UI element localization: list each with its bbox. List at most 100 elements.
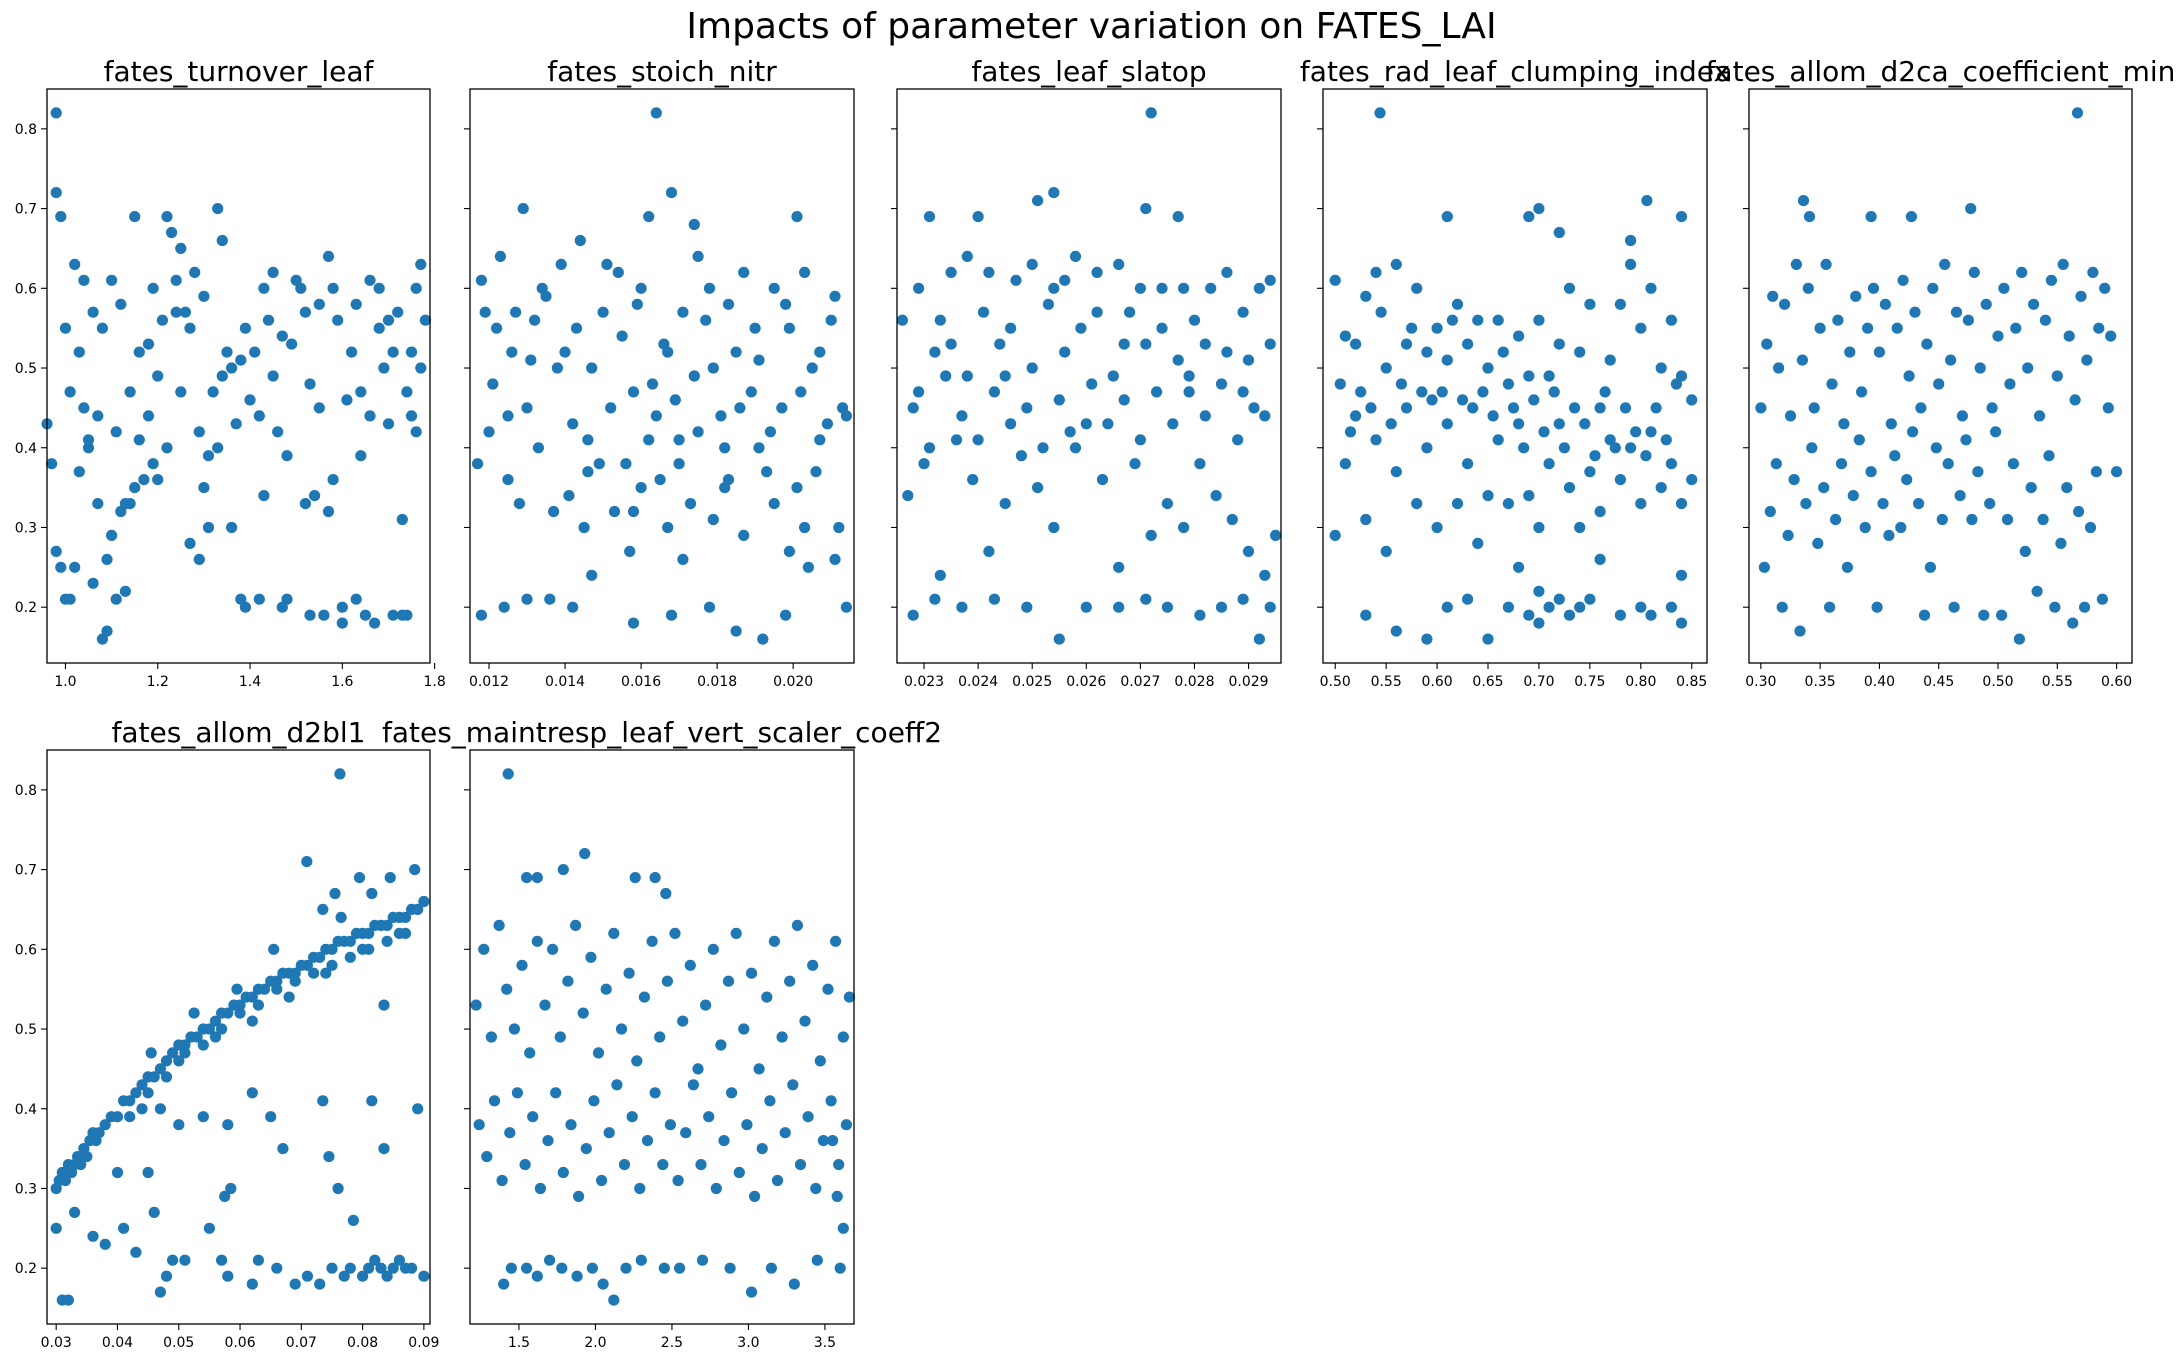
data-point [1862,322,1874,334]
data-point [167,1254,179,1266]
data-point [1015,450,1027,462]
data-point [1091,266,1103,278]
data-point [1939,258,1951,270]
data-point [1482,633,1494,645]
data-point [2071,107,2084,119]
subplot-title: fates_stoich_nitr [547,55,777,88]
data-point [707,943,719,955]
data-point [586,1262,599,1274]
data-point [665,187,678,199]
data-point [1441,601,1453,613]
data-point [627,505,640,518]
data-point [1867,282,1880,294]
x-tick-label: 0.04 [102,1335,133,1351]
data-point [322,505,335,518]
data-point [1421,442,1433,454]
data-point [1614,474,1626,486]
data-point [1032,482,1044,494]
data-point [475,609,487,621]
data-point [1788,474,1800,486]
data-point [1151,386,1163,398]
data-point [794,1159,807,1171]
data-point [2055,537,2067,550]
data-point [983,545,995,558]
data-point [695,1159,707,1171]
x-tick-label: 0.06 [224,1335,255,1351]
data-point [1441,418,1453,430]
data-point [1355,386,1367,398]
data-point [75,1159,87,1171]
data-point [567,601,579,613]
data-point [1096,474,1109,486]
data-point [412,1103,424,1115]
data-point [1172,354,1184,366]
data-point [665,609,678,621]
data-point [650,107,662,119]
axes-frame [46,749,431,1325]
subplot-2: fates_stoich_nitr 0.012 0.014 0.016 0.018 0.0… [464,55,855,690]
data-point [405,346,418,358]
data-point [521,593,533,605]
x-tick-label: 1.2 [147,674,169,690]
data-point [189,266,201,278]
data-point [1264,338,1276,350]
data-point [396,513,408,526]
x-tick-label: 0.85 [1676,674,1707,690]
y-tick-label: 0.7 [15,863,37,879]
data-point [780,298,792,310]
data-point [660,887,672,900]
data-point [505,1262,517,1274]
data-point [364,410,376,422]
data-point [314,951,326,963]
data-point [799,1015,811,1027]
data-point [1334,378,1346,390]
data-point [1380,545,1392,558]
data-point [631,1055,643,1067]
data-point [559,346,571,358]
data-point [1856,386,1868,398]
data-point [730,346,742,358]
subplot-5: fates_allom_d2ca_coefficient_min 0.30 0.35… [1706,55,2176,690]
data-point [317,903,329,916]
data-point [1584,298,1596,310]
x-tick-label: 0.018 [697,674,737,690]
data-point [635,482,647,494]
data-point [1589,450,1601,462]
data-point [1075,322,1087,334]
data-point [1960,434,1972,446]
x-tick-label: 0.50 [1982,674,2013,690]
data-point [299,306,311,318]
data-point [1080,418,1092,430]
data-point [603,1127,615,1139]
data-point [896,314,909,326]
data-point [225,1182,237,1195]
data-point [1665,458,1677,470]
data-point [570,322,583,334]
data-point [212,442,224,454]
subplot-4: fates_rad_leaf_clumping_index 0.50 0.55 0.6… [1300,55,1730,690]
data-point [1790,258,1802,270]
data-point [327,282,339,294]
x-tick-label: 0.30 [1745,674,1776,690]
data-point [252,999,264,1011]
data-point [1990,426,2002,438]
data-point [1161,601,1173,613]
data-point [544,1254,556,1266]
data-point [1329,529,1341,542]
data-point [357,1270,369,1282]
data-point [1538,426,1550,438]
data-point [791,211,803,223]
data-point [1675,211,1688,223]
data-point [972,211,984,223]
data-point [197,1039,209,1051]
data-point [193,426,205,438]
data-point [1264,274,1276,286]
data-point [239,322,251,334]
data-point [1604,354,1616,366]
data-point [154,1103,166,1115]
data-point [597,1278,609,1290]
data-point [212,203,224,215]
data-point [1563,282,1576,294]
x-tick-label: 1.8 [423,674,445,690]
data-point [1998,282,2010,294]
